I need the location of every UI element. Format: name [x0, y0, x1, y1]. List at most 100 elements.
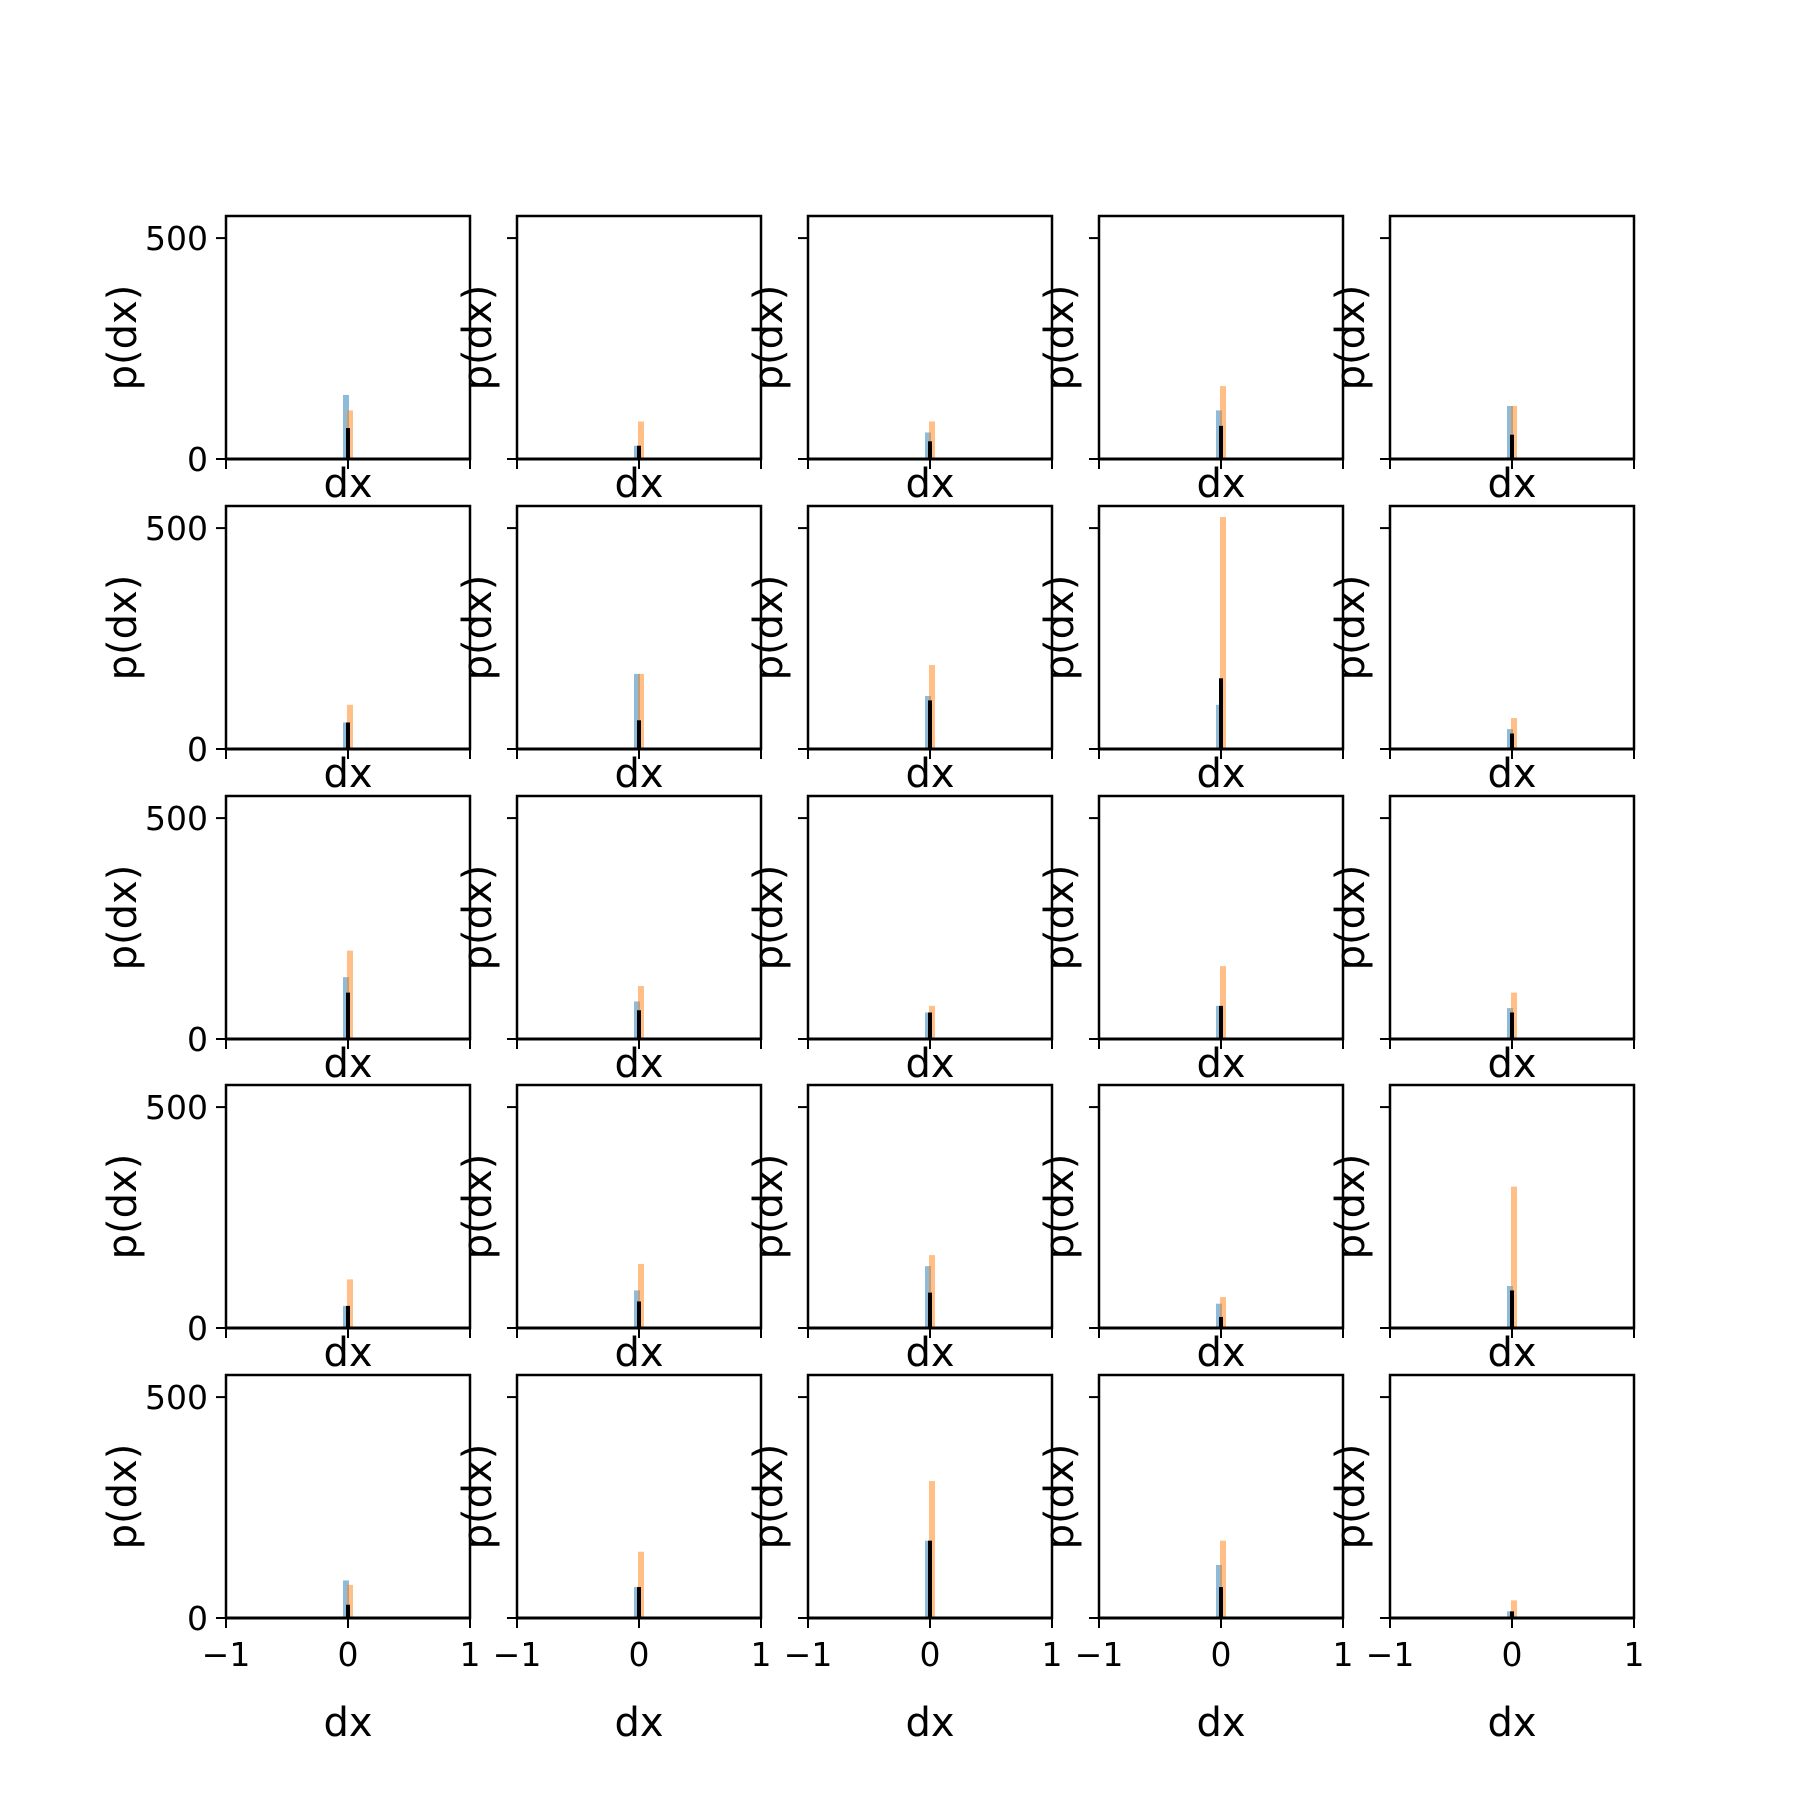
x-axis-label: dx — [323, 751, 372, 797]
histogram-bar-black — [346, 1305, 350, 1328]
histogram-bar-orange — [347, 1584, 353, 1618]
x-axis-label: dx — [905, 461, 954, 507]
histogram-bar-orange — [638, 1263, 644, 1328]
y-axis-label: p(dx) — [455, 865, 501, 971]
x-tick-label: −1 — [1075, 1635, 1124, 1674]
x-axis-label: dx — [1196, 461, 1245, 507]
histogram-bar-orange — [638, 673, 644, 749]
histogram-bar-orange — [1220, 386, 1226, 459]
x-axis-label: dx — [323, 1330, 372, 1376]
subplot-r3-c5: dx p(dx) — [1328, 794, 1636, 1087]
histogram-bar-black — [1219, 1316, 1223, 1328]
histogram-bar-orange — [1220, 966, 1226, 1039]
subplot-r4-c5: dx p(dx) — [1328, 1083, 1636, 1376]
subplot-r3-c3: dx p(dx) — [746, 794, 1054, 1087]
y-axis-label: p(dx) — [1328, 1444, 1374, 1550]
subplot-r1-c4: dx p(dx) — [1037, 214, 1345, 507]
x-axis-label: dx — [1487, 1041, 1536, 1087]
histogram-bar-black — [1510, 1012, 1514, 1039]
histogram-bar-black — [1510, 733, 1514, 749]
subplot-r2-c4: dx p(dx) — [1037, 504, 1345, 797]
subplot-r3-c2: dx p(dx) — [455, 794, 763, 1087]
x-tick-label: 1 — [460, 1635, 481, 1674]
x-axis-label: dx — [905, 1330, 954, 1376]
y-axis-label: p(dx) — [1328, 865, 1374, 971]
histogram-bar-black — [1510, 434, 1514, 459]
x-tick-label: 1 — [1042, 1635, 1063, 1674]
x-tick-label: −1 — [202, 1635, 251, 1674]
y-axis-label: p(dx) — [1328, 575, 1374, 681]
histogram-bar-black — [637, 1587, 641, 1618]
histogram-bar-blue — [343, 1580, 349, 1618]
histogram-bar-blue — [1507, 405, 1513, 459]
histogram-bar-black — [928, 1292, 932, 1328]
x-tick-label: 1 — [751, 1635, 772, 1674]
y-tick-label: 0 — [187, 730, 208, 769]
subplot-r5-c3: −1 0 1 dx p(dx) — [746, 1373, 1063, 1746]
y-tick-label: 0 — [187, 440, 208, 479]
histogram-bar-black — [1219, 1587, 1223, 1618]
histogram-bar-orange — [1220, 1540, 1226, 1618]
histogram-bar-orange — [638, 1551, 644, 1618]
subplot-r1-c5: dx p(dx) — [1328, 214, 1636, 507]
subplot-r3-c4: dx p(dx) — [1037, 794, 1345, 1087]
x-axis-label: dx — [614, 1330, 663, 1376]
x-tick-label: 0 — [338, 1635, 359, 1674]
y-axis-label: p(dx) — [1328, 1154, 1374, 1260]
y-axis-label: p(dx) — [746, 865, 792, 971]
x-axis-label: dx — [905, 751, 954, 797]
histogram-bar-orange — [1511, 1186, 1517, 1328]
x-tick-label: −1 — [493, 1635, 542, 1674]
histogram-bar-orange — [1511, 1600, 1517, 1618]
y-tick-label: 0 — [187, 1599, 208, 1638]
subplot-r2-c5: dx p(dx) — [1328, 504, 1636, 797]
axes-frame — [806, 794, 1054, 1041]
x-tick-label: 1 — [1624, 1635, 1645, 1674]
x-axis-label: dx — [323, 461, 372, 507]
histogram-bar-black — [637, 1010, 641, 1039]
x-tick-label: 0 — [1211, 1635, 1232, 1674]
x-axis-label: dx — [1487, 461, 1536, 507]
x-axis-label: dx — [905, 1700, 954, 1746]
subplot-r2-c1: 0 500 dx p(dx) — [100, 504, 472, 797]
histogram-bar-blue — [343, 394, 349, 459]
x-axis-label: dx — [1196, 1700, 1245, 1746]
x-tick-label: −1 — [784, 1635, 833, 1674]
histogram-bar-black — [928, 1012, 932, 1039]
y-axis-label: p(dx) — [746, 1154, 792, 1260]
histogram-bar-black — [346, 722, 350, 749]
x-axis-label: dx — [614, 461, 663, 507]
subplot-r4-c2: dx p(dx) — [455, 1083, 763, 1376]
y-axis-label: p(dx) — [746, 1444, 792, 1550]
histogram-bar-black — [346, 992, 350, 1039]
histogram-bar-black — [346, 1604, 350, 1618]
x-axis-label: dx — [1196, 1330, 1245, 1376]
x-axis-label: dx — [614, 751, 663, 797]
y-tick-label: 500 — [145, 509, 208, 548]
histogram-bar-orange — [929, 421, 935, 459]
histogram-bar-black — [1219, 678, 1223, 749]
y-axis-label: p(dx) — [100, 865, 146, 971]
y-tick-label: 500 — [145, 1378, 208, 1417]
histogram-bar-orange — [638, 421, 644, 459]
histogram-bar-black — [1219, 425, 1223, 459]
y-axis-label: p(dx) — [746, 285, 792, 391]
histogram-bar-orange — [1220, 517, 1226, 749]
x-axis-label: dx — [323, 1700, 372, 1746]
x-axis-label: dx — [1487, 751, 1536, 797]
subplot-r5-c2: −1 0 1 dx p(dx) — [455, 1373, 772, 1746]
y-axis-label: p(dx) — [100, 1444, 146, 1550]
subplot-r1-c3: dx p(dx) — [746, 214, 1054, 507]
subplot-r5-c4: −1 0 1 dx p(dx) — [1037, 1373, 1354, 1746]
x-axis-label: dx — [1487, 1330, 1536, 1376]
histogram-bar-black — [928, 441, 932, 459]
subplot-r4-c4: dx p(dx) — [1037, 1083, 1345, 1376]
axes-frame — [1388, 504, 1636, 751]
histogram-bar-black — [1219, 1005, 1223, 1039]
subplot-r2-c3: dx p(dx) — [746, 504, 1054, 797]
histogram-bar-black — [928, 700, 932, 749]
y-axis-label: p(dx) — [1037, 1154, 1083, 1260]
y-axis-label: p(dx) — [1328, 285, 1374, 391]
